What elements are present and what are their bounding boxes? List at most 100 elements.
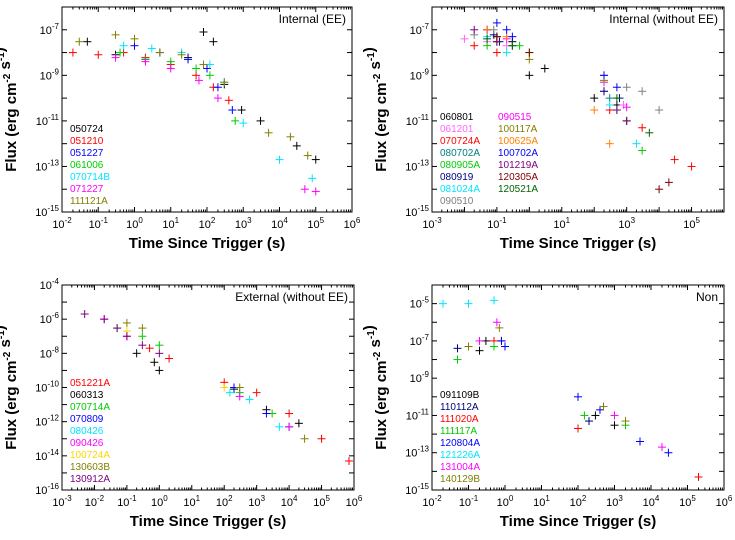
data-point	[501, 342, 509, 351]
data-point	[483, 34, 492, 43]
data-point	[622, 103, 631, 112]
data-point	[610, 421, 619, 430]
data-point	[199, 60, 208, 69]
y-tick-label: 10-7	[410, 333, 430, 348]
legend-entry: 081024A	[440, 184, 480, 195]
legend-entry: 130912A	[70, 474, 110, 485]
data-point	[612, 83, 621, 92]
panel-1: 10-2 10-1 100 101 102 103 104 105 106 10-15 10-13 1…	[0, 6, 361, 252]
data-point	[497, 336, 506, 345]
data-point	[145, 344, 154, 353]
series-120521A	[483, 34, 654, 137]
data-point	[490, 296, 499, 305]
series-050724	[83, 27, 320, 164]
x-tick-label: 10-1	[487, 216, 507, 231]
data-point	[584, 417, 593, 426]
data-point	[508, 32, 517, 41]
x-axis-title: Time Since Trigger (s)	[129, 235, 285, 252]
data-point	[470, 25, 479, 34]
legend-entry: 070714A	[70, 402, 110, 413]
data-point	[460, 34, 469, 43]
y-tick-label: 10-4	[40, 277, 60, 292]
x-tick-label: 100	[126, 216, 143, 231]
legend-entry: 100702A	[498, 148, 538, 159]
data-point	[464, 299, 473, 308]
x-axis-title: Time Since Trigger (s)	[130, 513, 286, 530]
series-111121A	[75, 30, 312, 160]
data-point	[508, 41, 517, 50]
data-point	[166, 64, 175, 73]
legend-entry: 060313	[70, 390, 104, 401]
series-100625A	[483, 25, 614, 148]
data-point	[275, 155, 284, 164]
data-point	[515, 41, 524, 50]
data-point	[245, 395, 254, 404]
series-130912A	[80, 310, 164, 358]
data-point	[285, 422, 294, 431]
legend-entry: 100625A	[498, 136, 538, 147]
x-tick-label: 10-2	[85, 494, 105, 509]
data-point	[94, 50, 103, 59]
data-point	[605, 139, 614, 148]
panel-title: Internal (without EE)	[609, 12, 718, 26]
data-point	[610, 411, 619, 420]
series-100702A	[492, 18, 621, 92]
panel-4: 10-2 10-1 100 101 102 103 104 105 106 10-15 10-13 1…	[361, 284, 733, 530]
data-point	[574, 424, 582, 433]
data-point	[612, 94, 621, 103]
legend-entry: 130603B	[70, 462, 110, 473]
y-tick-label: 10-9	[40, 67, 60, 82]
legend-entry: 120521A	[498, 184, 538, 195]
x-tick-label: 102	[199, 216, 216, 231]
series-051227	[130, 41, 237, 115]
data-point	[192, 71, 201, 80]
x-tick-label: 102	[216, 494, 233, 509]
data-point	[525, 71, 534, 80]
series-070714B	[119, 41, 317, 183]
x-axis-title: Time Since Trigger (s)	[500, 235, 656, 252]
x-tick-label: 101	[533, 494, 550, 509]
legend-entry: 100724A	[70, 450, 110, 461]
data-point	[285, 409, 294, 418]
data-point	[138, 324, 147, 333]
legend-entry: 111117A	[440, 426, 477, 437]
data-point	[475, 336, 484, 345]
y-tick-label: 10-13	[405, 445, 429, 460]
data-point	[155, 366, 164, 375]
legend-entry: 100117A	[498, 124, 538, 135]
panel-title: Internal (EE)	[279, 12, 346, 26]
series-131004A	[475, 318, 666, 452]
series-100724A	[122, 327, 229, 392]
data-point	[138, 341, 147, 350]
data-point	[638, 123, 647, 132]
x-tick-label: 103	[235, 216, 252, 231]
data-point	[599, 402, 608, 411]
data-point	[237, 106, 246, 115]
x-tick-label: 101	[162, 216, 179, 231]
series-071227	[111, 53, 320, 196]
series-060313	[132, 349, 303, 428]
data-point	[209, 37, 218, 46]
x-tick-label: 10-1	[89, 216, 109, 231]
series-060801	[483, 25, 621, 109]
x-tick-label: 100	[151, 494, 168, 509]
data-point	[492, 32, 501, 41]
legend-entry: 120804A	[440, 438, 480, 449]
data-point	[308, 174, 317, 183]
legend-entry: 090510	[440, 196, 474, 207]
data-point	[670, 155, 679, 164]
x-tick-label: 105	[307, 216, 324, 231]
x-tick-label: 102	[570, 494, 587, 509]
data-point	[638, 87, 647, 96]
panel-title: External (without EE)	[235, 290, 348, 304]
y-tick-label: 10-9	[410, 67, 430, 82]
data-point	[475, 346, 484, 355]
series-070714A	[113, 324, 277, 418]
data-point	[220, 78, 229, 87]
data-point	[75, 37, 84, 46]
y-axis-title: Flux (erg cm-2 s-1)	[361, 325, 390, 450]
data-point	[119, 41, 128, 50]
data-point	[492, 318, 501, 327]
data-point	[275, 422, 284, 431]
